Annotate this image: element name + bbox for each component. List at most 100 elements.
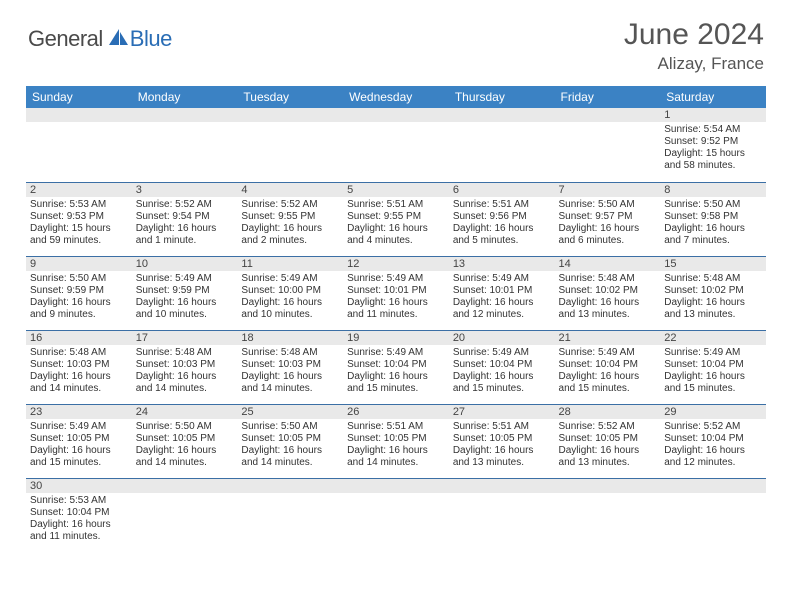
day-number [132,108,238,122]
daylight-text: Daylight: 16 hours and 15 minutes. [559,371,657,395]
day-number: 14 [555,257,661,271]
sunrise-text: Sunrise: 5:53 AM [30,199,128,211]
sunset-text: Sunset: 10:01 PM [453,285,551,297]
sunrise-text: Sunrise: 5:52 AM [559,421,657,433]
day-number: 22 [660,331,766,345]
calendar-cell: 17Sunrise: 5:48 AMSunset: 10:03 PMDaylig… [132,330,238,404]
logo: General Blue [28,26,172,52]
calendar-cell: 3Sunrise: 5:52 AMSunset: 9:54 PMDaylight… [132,182,238,256]
day-details: Sunrise: 5:48 AMSunset: 10:02 PMDaylight… [555,271,661,323]
day-details: Sunrise: 5:49 AMSunset: 10:04 PMDaylight… [449,345,555,397]
day-number [343,108,449,122]
calendar-cell [132,478,238,552]
calendar-cell: 24Sunrise: 5:50 AMSunset: 10:05 PMDaylig… [132,404,238,478]
sunset-text: Sunset: 10:05 PM [453,433,551,445]
sunset-text: Sunset: 9:59 PM [136,285,234,297]
sunset-text: Sunset: 10:04 PM [559,359,657,371]
day-details: Sunrise: 5:48 AMSunset: 10:03 PMDaylight… [132,345,238,397]
sunrise-text: Sunrise: 5:52 AM [664,421,762,433]
sunset-text: Sunset: 10:05 PM [559,433,657,445]
sunrise-text: Sunrise: 5:48 AM [136,347,234,359]
sunset-text: Sunset: 10:03 PM [241,359,339,371]
sunrise-text: Sunrise: 5:49 AM [347,273,445,285]
sunrise-text: Sunrise: 5:49 AM [453,347,551,359]
sunrise-text: Sunrise: 5:49 AM [664,347,762,359]
daylight-text: Daylight: 16 hours and 11 minutes. [30,519,128,543]
sunrise-text: Sunrise: 5:49 AM [30,421,128,433]
day-number: 6 [449,183,555,197]
calendar-cell: 27Sunrise: 5:51 AMSunset: 10:05 PMDaylig… [449,404,555,478]
day-details: Sunrise: 5:48 AMSunset: 10:03 PMDaylight… [26,345,132,397]
sunset-text: Sunset: 10:05 PM [241,433,339,445]
day-number: 15 [660,257,766,271]
sunset-text: Sunset: 10:04 PM [664,433,762,445]
calendar-row: 16Sunrise: 5:48 AMSunset: 10:03 PMDaylig… [26,330,766,404]
day-number [449,108,555,122]
day-details: Sunrise: 5:49 AMSunset: 10:01 PMDaylight… [343,271,449,323]
sunrise-text: Sunrise: 5:49 AM [559,347,657,359]
day-number [660,479,766,493]
weekday-header: Tuesday [237,86,343,108]
day-number [237,108,343,122]
day-details: Sunrise: 5:51 AMSunset: 9:55 PMDaylight:… [343,197,449,249]
calendar-cell: 18Sunrise: 5:48 AMSunset: 10:03 PMDaylig… [237,330,343,404]
daylight-text: Daylight: 16 hours and 14 minutes. [347,445,445,469]
day-number: 16 [26,331,132,345]
calendar-cell [449,108,555,182]
day-number [26,108,132,122]
calendar-cell: 12Sunrise: 5:49 AMSunset: 10:01 PMDaylig… [343,256,449,330]
calendar-row: 23Sunrise: 5:49 AMSunset: 10:05 PMDaylig… [26,404,766,478]
day-details: Sunrise: 5:54 AMSunset: 9:52 PMDaylight:… [660,122,766,174]
weekday-header-row: Sunday Monday Tuesday Wednesday Thursday… [26,86,766,108]
sunrise-text: Sunrise: 5:50 AM [559,199,657,211]
sunset-text: Sunset: 9:54 PM [136,211,234,223]
day-details: Sunrise: 5:48 AMSunset: 10:03 PMDaylight… [237,345,343,397]
sunrise-text: Sunrise: 5:48 AM [664,273,762,285]
day-number [555,108,661,122]
day-details: Sunrise: 5:50 AMSunset: 9:59 PMDaylight:… [26,271,132,323]
sunset-text: Sunset: 9:55 PM [241,211,339,223]
day-details: Sunrise: 5:52 AMSunset: 10:05 PMDaylight… [555,419,661,471]
daylight-text: Daylight: 16 hours and 14 minutes. [241,371,339,395]
sunset-text: Sunset: 9:57 PM [559,211,657,223]
day-number: 1 [660,108,766,122]
day-details: Sunrise: 5:49 AMSunset: 9:59 PMDaylight:… [132,271,238,323]
daylight-text: Daylight: 16 hours and 14 minutes. [136,371,234,395]
calendar-cell: 26Sunrise: 5:51 AMSunset: 10:05 PMDaylig… [343,404,449,478]
day-number [237,479,343,493]
calendar-cell: 16Sunrise: 5:48 AMSunset: 10:03 PMDaylig… [26,330,132,404]
day-number: 29 [660,405,766,419]
day-details: Sunrise: 5:49 AMSunset: 10:04 PMDaylight… [660,345,766,397]
daylight-text: Daylight: 16 hours and 14 minutes. [30,371,128,395]
calendar-cell: 8Sunrise: 5:50 AMSunset: 9:58 PMDaylight… [660,182,766,256]
day-number: 2 [26,183,132,197]
sunset-text: Sunset: 9:53 PM [30,211,128,223]
day-details: Sunrise: 5:51 AMSunset: 10:05 PMDaylight… [343,419,449,471]
sunset-text: Sunset: 10:00 PM [241,285,339,297]
weekday-header: Friday [555,86,661,108]
sunset-text: Sunset: 10:02 PM [664,285,762,297]
sunset-text: Sunset: 10:04 PM [347,359,445,371]
day-details: Sunrise: 5:53 AMSunset: 10:04 PMDaylight… [26,493,132,545]
daylight-text: Daylight: 16 hours and 15 minutes. [453,371,551,395]
calendar-table: Sunday Monday Tuesday Wednesday Thursday… [26,86,766,552]
day-number: 27 [449,405,555,419]
day-details: Sunrise: 5:49 AMSunset: 10:05 PMDaylight… [26,419,132,471]
header: General Blue June 2024 Alizay, France [0,0,792,82]
calendar-cell: 4Sunrise: 5:52 AMSunset: 9:55 PMDaylight… [237,182,343,256]
sunset-text: Sunset: 10:05 PM [136,433,234,445]
day-details: Sunrise: 5:53 AMSunset: 9:53 PMDaylight:… [26,197,132,249]
sunrise-text: Sunrise: 5:52 AM [241,199,339,211]
weekday-header: Monday [132,86,238,108]
day-number [343,479,449,493]
day-details: Sunrise: 5:51 AMSunset: 10:05 PMDaylight… [449,419,555,471]
calendar-cell: 11Sunrise: 5:49 AMSunset: 10:00 PMDaylig… [237,256,343,330]
day-number: 20 [449,331,555,345]
daylight-text: Daylight: 16 hours and 10 minutes. [241,297,339,321]
weekday-header: Saturday [660,86,766,108]
sunset-text: Sunset: 9:52 PM [664,136,762,148]
calendar-cell: 19Sunrise: 5:49 AMSunset: 10:04 PMDaylig… [343,330,449,404]
sunrise-text: Sunrise: 5:50 AM [241,421,339,433]
sunrise-text: Sunrise: 5:50 AM [136,421,234,433]
calendar-cell [237,478,343,552]
